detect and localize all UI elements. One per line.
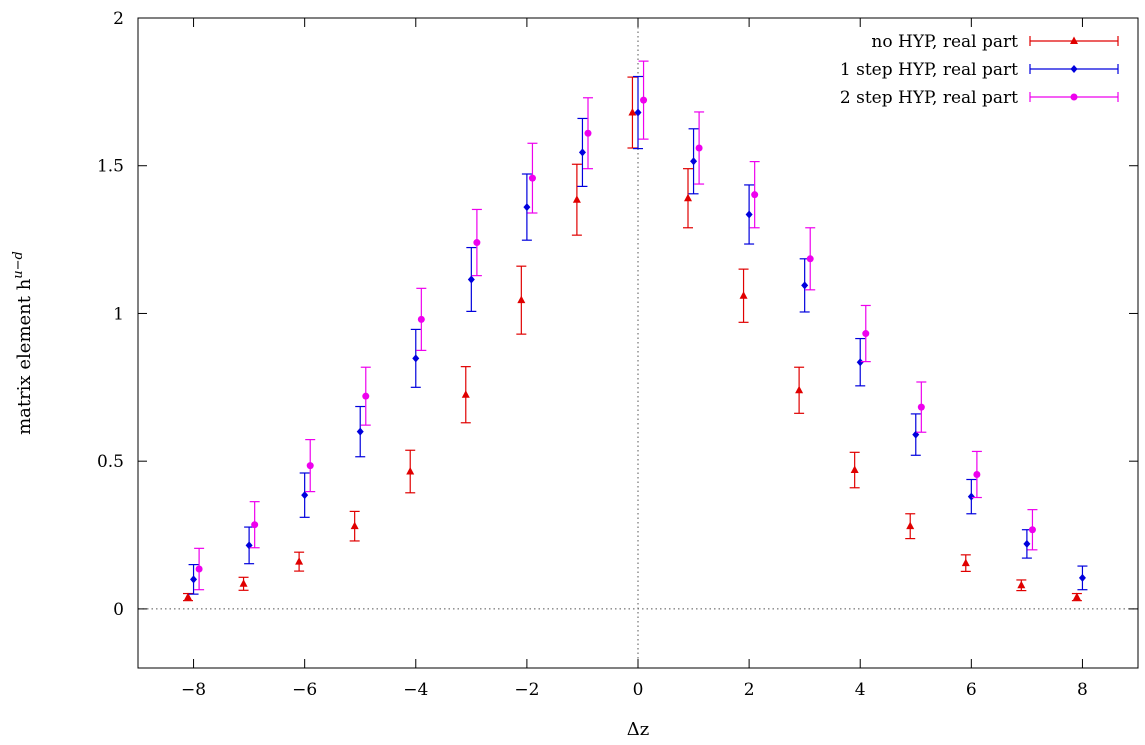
data-point-diamond [856, 358, 864, 367]
data-point-triangle [1072, 592, 1081, 601]
data-point-circle [195, 565, 203, 573]
y-tick-label: 0 [113, 600, 124, 620]
x-tick-label: −2 [514, 680, 539, 700]
data-point-diamond [634, 108, 642, 117]
data-point-triangle [406, 467, 415, 475]
data-point-circle [417, 315, 425, 323]
data-point-circle [640, 96, 648, 104]
data-point-triangle [295, 557, 304, 565]
data-point-circle [306, 462, 314, 470]
data-point-triangle [684, 193, 692, 202]
data-point-diamond [1023, 539, 1031, 548]
data-point-diamond [578, 148, 586, 157]
x-tick-label: −6 [292, 680, 317, 700]
data-point-diamond [190, 575, 198, 584]
data-point-triangle [350, 521, 359, 530]
x-tick-label: −4 [403, 680, 428, 700]
x-tick-label: 4 [855, 680, 866, 700]
legend-label: 1 step HYP, real part [840, 60, 1018, 80]
x-tick-label: 0 [633, 680, 644, 700]
y-tick-label: 1.5 [97, 157, 124, 177]
data-point-circle [695, 144, 703, 152]
data-point-triangle [1017, 580, 1026, 589]
data-point-circle [751, 191, 759, 199]
data-point-circle [584, 129, 592, 137]
data-point-diamond [967, 492, 975, 501]
data-point-triangle [961, 558, 970, 567]
data-point-diamond [745, 210, 753, 219]
data-point-triangle [739, 291, 748, 299]
y-axis-title: matrix element hu−d [11, 251, 35, 435]
data-point-circle [1028, 526, 1036, 534]
x-tick-label: 2 [744, 680, 755, 700]
data-point-triangle [184, 592, 192, 601]
data-point-diamond [801, 281, 809, 290]
legend-item: no HYP, real part [871, 32, 1119, 52]
y-tick-label: 2 [113, 9, 124, 29]
data-point-circle [528, 174, 536, 182]
y-axis-ticks: 0 0.5 1 1.5 2 [97, 9, 1138, 620]
data-point-triangle [572, 195, 581, 203]
data-point-diamond [690, 157, 698, 166]
series-2 [188, 75, 1088, 595]
data-point-circle [973, 470, 981, 478]
data-point-diamond [301, 491, 309, 500]
x-tick-label: −8 [181, 680, 206, 700]
data-point-diamond [412, 354, 420, 363]
x-axis-ticks: −8 −6 −4 −2 0 2 4 6 8 [181, 18, 1088, 700]
series-1 [183, 76, 1082, 602]
legend: no HYP, real part 1 step HYP, real part 2 … [840, 32, 1119, 108]
y-axis-title-superscript: u−d [11, 251, 26, 279]
data-point-triangle [461, 390, 470, 398]
y-axis-title-main: matrix element h [14, 278, 35, 435]
x-tick-label: 6 [966, 680, 977, 700]
data-point-triangle [850, 465, 859, 474]
x-tick-label: 8 [1077, 680, 1088, 700]
data-point-triangle [795, 385, 804, 394]
data-point-circle [862, 330, 870, 338]
data-point-diamond [356, 427, 364, 436]
legend-label: 2 step HYP, real part [840, 88, 1018, 108]
data-point-circle [473, 239, 481, 247]
data-point-triangle [239, 579, 248, 587]
data-point-circle [1070, 93, 1078, 101]
x-axis-title: Δz [627, 719, 649, 740]
data-point-diamond [467, 275, 475, 284]
data-point-triangle [628, 108, 637, 116]
series-layer [183, 60, 1088, 602]
data-point-triangle [906, 521, 915, 530]
data-point-circle [251, 521, 259, 529]
legend-label: no HYP, real part [871, 32, 1018, 52]
data-point-diamond [1078, 573, 1086, 582]
data-point-triangle [1070, 36, 1078, 44]
data-point-circle [362, 392, 370, 400]
y-tick-label: 0.5 [97, 452, 124, 472]
series-3 [194, 60, 1038, 591]
data-point-diamond [523, 203, 531, 212]
data-point-triangle [517, 295, 526, 304]
y-tick-label: 1 [113, 304, 124, 324]
data-point-circle [806, 255, 814, 263]
data-point-circle [917, 403, 925, 411]
legend-item: 2 step HYP, real part [840, 88, 1119, 108]
legend-item: 1 step HYP, real part [840, 60, 1119, 80]
data-point-diamond [1070, 65, 1078, 73]
